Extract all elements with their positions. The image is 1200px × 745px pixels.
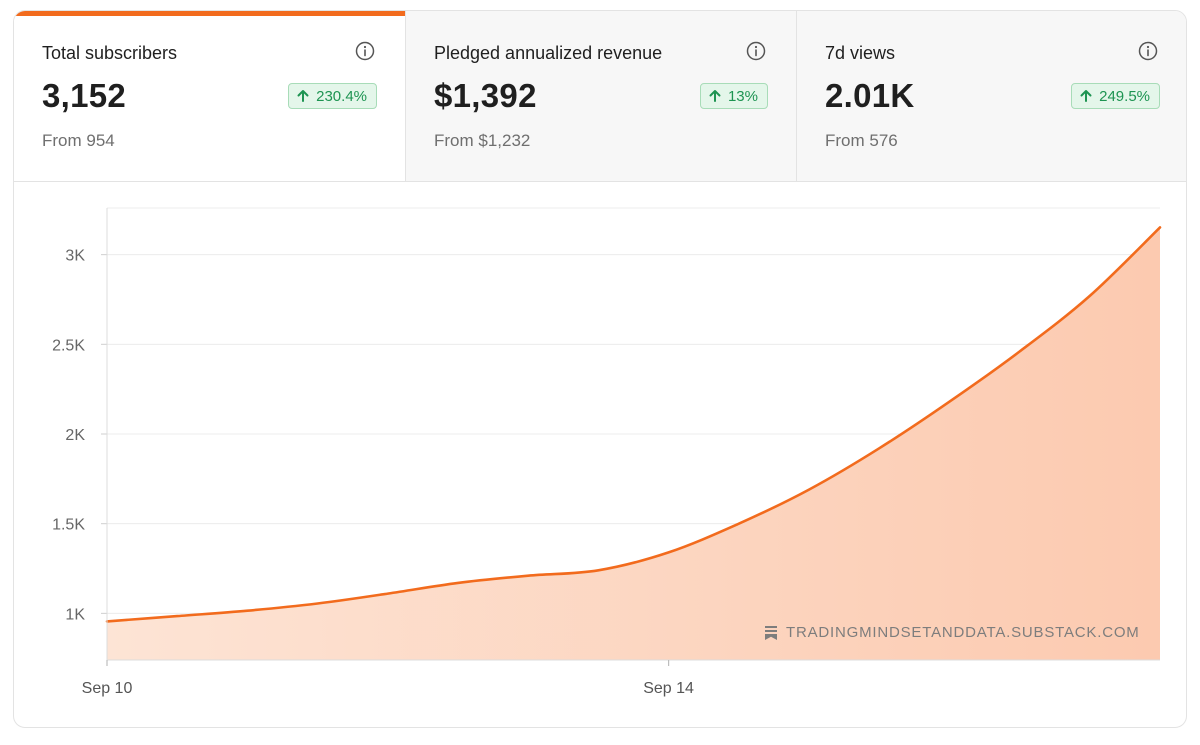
info-icon[interactable] [355, 41, 375, 61]
stat-tab-pledged-revenue[interactable]: Pledged annualized revenue $1,392 13% Fr… [406, 11, 797, 181]
stat-tab-total-subscribers[interactable]: Total subscribers 3,152 230.4% From 954 [14, 11, 406, 181]
arrow-up-icon [1080, 90, 1092, 102]
stat-from: From $1,232 [434, 131, 531, 150]
info-icon[interactable] [1138, 41, 1158, 61]
stat-value: 2.01K [825, 77, 915, 114]
stat-value: 3,152 [42, 77, 127, 114]
watermark-text: TRADINGMINDSETANDDATA.SUBSTACK.COM [786, 624, 1140, 641]
stat-from: From 954 [42, 131, 115, 150]
watermark: TRADINGMINDSETANDDATA.SUBSTACK.COM [764, 624, 1140, 641]
change-value: 230.4% [316, 87, 367, 105]
stat-value: $1,392 [434, 77, 537, 114]
arrow-up-icon [297, 90, 309, 102]
change-badge: 249.5% [1071, 83, 1160, 109]
stat-label: Total subscribers [42, 43, 178, 63]
info-icon[interactable] [746, 41, 766, 61]
stat-label: Pledged annualized revenue [434, 43, 663, 63]
active-tab-indicator [14, 11, 405, 16]
arrow-up-icon [709, 90, 721, 102]
stat-from: From 576 [825, 131, 898, 150]
stat-label: 7d views [825, 43, 896, 63]
stat-tab-7d-views[interactable]: 7d views 2.01K 249.5% From 576 [797, 11, 1186, 181]
change-value: 13% [727, 87, 758, 105]
substack-logo-icon [765, 626, 777, 640]
change-value: 249.5% [1099, 87, 1150, 105]
stats-row: Total subscribers 3,152 230.4% From 954 … [14, 11, 1186, 182]
change-badge: 230.4% [288, 83, 377, 109]
change-badge: 13% [699, 83, 768, 109]
subscriber-stats-card: Total subscribers 3,152 230.4% From 954 … [13, 10, 1187, 728]
